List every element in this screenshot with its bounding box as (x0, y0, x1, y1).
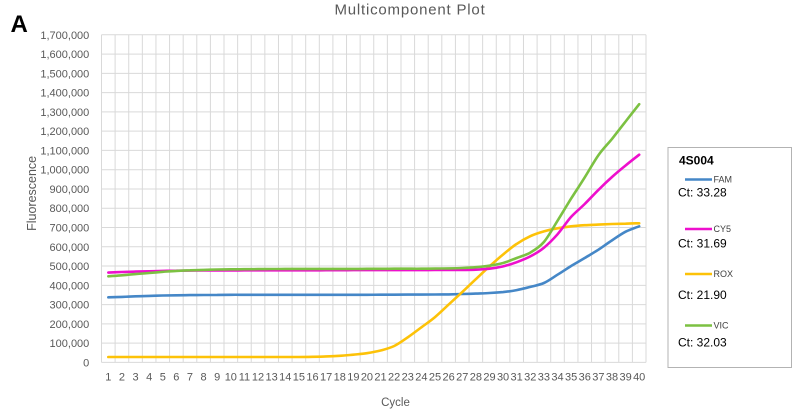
svg-text:1,100,000: 1,100,000 (40, 145, 89, 157)
svg-text:24: 24 (415, 372, 427, 384)
svg-text:13: 13 (266, 372, 278, 384)
svg-text:37: 37 (592, 372, 604, 384)
svg-text:Ct: 21.90: Ct: 21.90 (678, 288, 727, 302)
svg-text:900,000: 900,000 (50, 184, 90, 196)
svg-text:12: 12 (252, 372, 264, 384)
svg-text:0: 0 (83, 357, 89, 369)
svg-text:4: 4 (146, 372, 152, 384)
svg-text:6: 6 (173, 372, 179, 384)
svg-text:1,600,000: 1,600,000 (40, 49, 89, 61)
svg-text:9: 9 (214, 372, 220, 384)
svg-text:400,000: 400,000 (50, 280, 90, 292)
svg-text:Cycle: Cycle (381, 397, 410, 409)
svg-text:2: 2 (119, 372, 125, 384)
svg-text:40: 40 (633, 372, 645, 384)
svg-text:FAM: FAM (714, 175, 733, 185)
svg-text:17: 17 (320, 372, 332, 384)
svg-text:1,400,000: 1,400,000 (40, 88, 89, 100)
svg-text:11: 11 (239, 372, 250, 384)
svg-text:VIC: VIC (714, 321, 730, 331)
svg-text:1,700,000: 1,700,000 (40, 30, 89, 42)
svg-text:15: 15 (293, 372, 305, 384)
svg-text:39: 39 (619, 372, 631, 384)
svg-text:10: 10 (225, 372, 237, 384)
svg-text:19: 19 (347, 372, 359, 384)
svg-text:4S004: 4S004 (679, 154, 714, 168)
svg-text:1,200,000: 1,200,000 (40, 126, 89, 138)
svg-text:30: 30 (497, 372, 509, 384)
svg-text:16: 16 (306, 372, 318, 384)
svg-text:3: 3 (132, 372, 138, 384)
svg-text:Ct: 32.03: Ct: 32.03 (678, 336, 727, 350)
svg-text:31: 31 (511, 372, 523, 384)
svg-text:34: 34 (551, 372, 563, 384)
svg-text:7: 7 (187, 372, 193, 384)
svg-text:21: 21 (374, 372, 386, 384)
svg-text:Ct: 31.69: Ct: 31.69 (678, 237, 727, 251)
svg-text:700,000: 700,000 (50, 223, 90, 235)
svg-text:1: 1 (105, 372, 111, 384)
svg-text:100,000: 100,000 (50, 338, 90, 350)
svg-text:ROX: ROX (714, 269, 734, 279)
svg-text:1,500,000: 1,500,000 (40, 68, 89, 80)
svg-text:38: 38 (606, 372, 618, 384)
svg-text:Fluorescence: Fluorescence (25, 156, 39, 231)
svg-text:33: 33 (538, 372, 550, 384)
svg-text:1,300,000: 1,300,000 (40, 107, 89, 119)
svg-text:22: 22 (388, 372, 400, 384)
svg-text:800,000: 800,000 (50, 203, 90, 215)
svg-text:28: 28 (470, 372, 482, 384)
svg-text:600,000: 600,000 (50, 242, 90, 254)
svg-text:27: 27 (456, 372, 468, 384)
svg-text:23: 23 (402, 372, 414, 384)
svg-text:5: 5 (160, 372, 166, 384)
svg-text:500,000: 500,000 (50, 261, 90, 273)
svg-text:1,000,000: 1,000,000 (40, 165, 89, 177)
svg-text:18: 18 (334, 372, 346, 384)
svg-text:26: 26 (442, 372, 454, 384)
svg-text:CY5: CY5 (714, 224, 732, 234)
svg-text:Ct: 33.28: Ct: 33.28 (678, 186, 727, 200)
svg-text:29: 29 (483, 372, 495, 384)
svg-text:25: 25 (429, 372, 441, 384)
svg-text:8: 8 (201, 372, 207, 384)
svg-text:200,000: 200,000 (50, 319, 90, 331)
svg-text:35: 35 (565, 372, 577, 384)
svg-text:36: 36 (579, 372, 591, 384)
svg-text:300,000: 300,000 (50, 300, 90, 312)
svg-text:Multicomponent Plot: Multicomponent Plot (334, 2, 485, 19)
svg-text:32: 32 (524, 372, 536, 384)
svg-text:A: A (11, 11, 28, 38)
svg-text:20: 20 (361, 372, 373, 384)
svg-text:14: 14 (279, 372, 291, 384)
